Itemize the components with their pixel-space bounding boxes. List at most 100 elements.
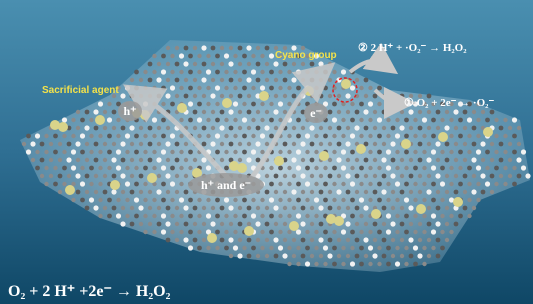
hydrogen-atom [386, 229, 391, 234]
carbon-atom [98, 166, 102, 170]
carbon-atom [211, 78, 215, 82]
hydrogen-atom [188, 101, 193, 106]
carbon-atom [220, 78, 224, 82]
carbon-atom [368, 182, 372, 186]
carbon-atom [287, 150, 291, 154]
carbon-atom [445, 174, 449, 178]
nitrogen-atom [215, 198, 220, 203]
nitrogen-atom [305, 166, 310, 171]
nitrogen-atom [364, 158, 369, 163]
carbon-atom [260, 214, 264, 218]
hydrogen-atom [237, 253, 242, 258]
nitrogen-atom [454, 222, 459, 227]
carbon-atom [238, 126, 242, 130]
nitrogen-atom [80, 198, 85, 203]
hydrogen-atom [206, 165, 211, 170]
nitrogen-atom [404, 182, 409, 187]
carbon-atom [260, 102, 264, 106]
carbon-atom [467, 150, 471, 154]
carbon-atom [508, 158, 512, 162]
nitrogen-atom [238, 46, 243, 51]
hydrogen-atom [300, 173, 305, 178]
hydrogen-atom [269, 53, 274, 58]
nitrogen-atom [242, 134, 247, 139]
hydrogen-atom [188, 245, 193, 250]
nitrogen-atom [265, 46, 270, 51]
carbon-atom [184, 174, 188, 178]
hydrogen-atom [152, 117, 157, 122]
nitrogen-atom [440, 166, 445, 171]
oxygen-molecule [58, 122, 68, 132]
carbon-atom [94, 190, 98, 194]
carbon-atom [355, 78, 359, 82]
carbon-atom [152, 214, 156, 218]
carbon-atom [503, 182, 507, 186]
hydrogen-atom [260, 133, 265, 138]
carbon-atom [287, 230, 291, 234]
carbon-atom [197, 54, 201, 58]
carbon-atom [260, 118, 264, 122]
hydrogen-atom [120, 93, 125, 98]
carbon-atom [296, 246, 300, 250]
carbon-atom [427, 126, 431, 130]
nitrogen-atom [512, 150, 517, 155]
nitrogen-atom [247, 254, 252, 259]
carbon-atom [85, 190, 89, 194]
carbon-atom [89, 134, 93, 138]
hydrogen-atom [269, 197, 274, 202]
nitrogen-atom [301, 206, 306, 211]
carbon-atom [395, 150, 399, 154]
nitrogen-atom [53, 134, 58, 139]
carbon-atom [152, 86, 156, 90]
nitrogen-atom [269, 182, 274, 187]
carbon-atom [260, 230, 264, 234]
carbon-atom [98, 150, 102, 154]
carbon-atom [508, 174, 512, 178]
nitrogen-atom [161, 134, 166, 139]
carbon-atom [427, 254, 431, 258]
carbon-atom [373, 142, 377, 146]
nitrogen-atom [377, 198, 382, 203]
nitrogen-atom [175, 142, 180, 147]
carbon-atom [310, 206, 314, 210]
nitrogen-atom [148, 78, 153, 83]
nitrogen-atom [134, 86, 139, 91]
nitrogen-atom [161, 86, 166, 91]
nitrogen-atom [220, 206, 225, 211]
hole-label: h⁺ [123, 104, 136, 118]
carbon-atom [305, 214, 309, 218]
carbon-atom [395, 246, 399, 250]
nitrogen-atom [269, 86, 274, 91]
carbon-atom [395, 230, 399, 234]
carbon-atom [355, 190, 359, 194]
carbon-atom [179, 118, 183, 122]
carbon-atom [148, 190, 152, 194]
nitrogen-atom [265, 190, 270, 195]
carbon-atom [400, 206, 404, 210]
carbon-atom [449, 182, 453, 186]
carbon-atom [310, 222, 314, 226]
hydrogen-atom [116, 213, 121, 218]
carbon-atom [292, 142, 296, 146]
nitrogen-atom [418, 142, 423, 147]
nitrogen-atom [58, 174, 63, 179]
carbon-atom [197, 86, 201, 90]
carbon-atom [170, 230, 174, 234]
nitrogen-atom [355, 110, 360, 115]
hydrogen-atom [435, 141, 440, 146]
carbon-atom [310, 190, 314, 194]
nitrogen-atom [193, 206, 198, 211]
hydrogen-atom [242, 117, 247, 122]
carbon-atom [314, 214, 318, 218]
hydrogen-atom [71, 165, 76, 170]
nitrogen-atom [67, 142, 72, 147]
hydrogen-atom [314, 197, 319, 202]
carbon-atom [71, 118, 75, 122]
carbon-atom [260, 198, 264, 202]
nitrogen-atom [296, 198, 301, 203]
carbon-atom [283, 110, 287, 114]
carbon-atom [166, 78, 170, 82]
carbon-atom [278, 214, 282, 218]
carbon-atom [175, 238, 179, 242]
hydrogen-atom [354, 125, 359, 130]
